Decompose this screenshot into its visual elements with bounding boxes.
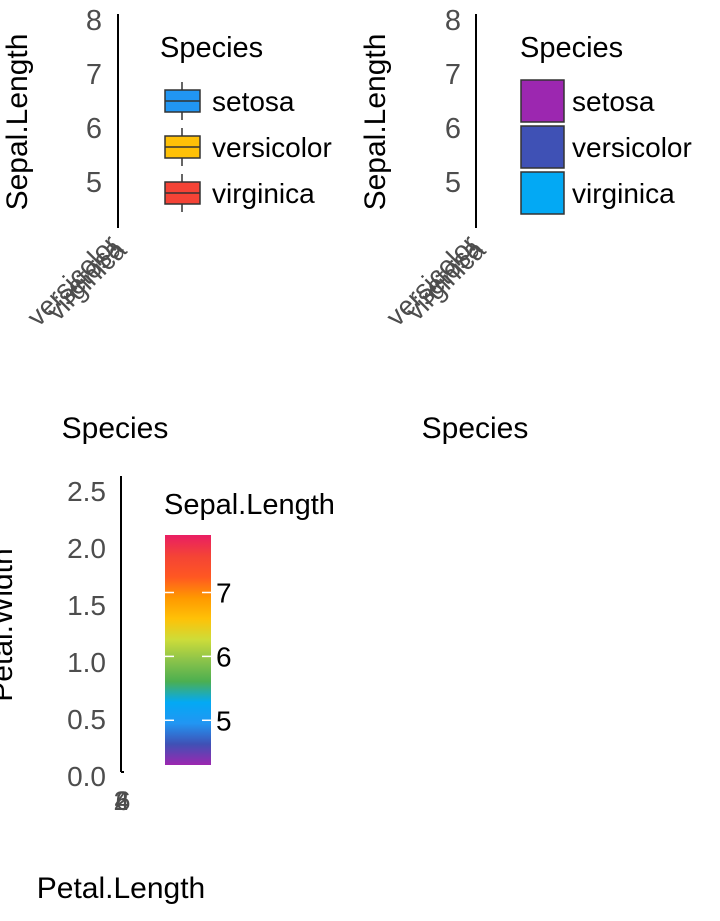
legend-key-box bbox=[520, 171, 565, 215]
y-tick-label: 0.5 bbox=[67, 704, 106, 735]
y-tick-label: 1.0 bbox=[67, 647, 106, 678]
y-tick-label: 5 bbox=[86, 167, 102, 199]
legend-species-bar: Species setosa versicolor virginica bbox=[520, 32, 692, 215]
legend-label: versicolor bbox=[572, 132, 692, 163]
y-tick-label: 6 bbox=[445, 113, 461, 145]
y-tick-label: 8 bbox=[86, 5, 102, 37]
legend-title: Species bbox=[520, 32, 623, 64]
legend-key-setosa: setosa bbox=[164, 82, 295, 120]
legend-key-box bbox=[520, 125, 565, 169]
legend-key-versicolor: versicolor bbox=[520, 125, 692, 169]
x-tick-labels: 2 4 6 bbox=[113, 786, 130, 816]
x-axis-title: Petal.Length bbox=[37, 872, 205, 905]
legend-key-box bbox=[520, 79, 565, 123]
x-tick-label: 2 bbox=[113, 786, 128, 816]
legend-key-virginica: virginica bbox=[164, 174, 315, 212]
colorbar-title: Sepal.Length bbox=[164, 489, 335, 521]
legend-key-versicolor: versicolor bbox=[164, 128, 332, 166]
colorbar-tick-label: 6 bbox=[216, 641, 232, 672]
y-axis-title: Sepal.Length bbox=[1, 34, 34, 211]
y-tick-label: 2.0 bbox=[67, 533, 106, 564]
y-tick-label: 8 bbox=[445, 5, 461, 37]
panel-boxplot: Sepal.Length 5 6 7 8 setosa versicolor v… bbox=[1, 5, 332, 445]
x-axis-title: Species bbox=[62, 412, 169, 445]
legend-label: virginica bbox=[572, 178, 675, 209]
x-tick-label: 4 bbox=[114, 786, 129, 816]
y-tick-label: 7 bbox=[445, 59, 461, 91]
y-tick-label: 7 bbox=[86, 59, 102, 91]
x-tick-labels: setosa versicolor virginica bbox=[21, 229, 133, 332]
x-tick-label: 6 bbox=[115, 786, 130, 816]
legend-title: Species bbox=[160, 32, 263, 64]
y-axis-title: Sepal.Length bbox=[359, 34, 392, 211]
colorbar-legend: Sepal.Length 5 6 7 bbox=[164, 489, 335, 765]
y-axis-title: Petal.Width bbox=[0, 548, 19, 701]
legend-label: virginica bbox=[212, 178, 315, 209]
y-tick-label: 6 bbox=[86, 113, 102, 145]
y-tick-label: 0.0 bbox=[67, 761, 106, 792]
y-tick-labels: 0.0 0.5 1.0 1.5 2.0 2.5 bbox=[67, 476, 106, 792]
legend-key-setosa: setosa bbox=[520, 79, 655, 123]
legend-label: setosa bbox=[572, 86, 655, 117]
colorbar-gradient bbox=[165, 535, 211, 765]
legend-species-boxplot: Species setosa versicolor virginica bbox=[160, 32, 332, 212]
colorbar-tick-label: 5 bbox=[216, 705, 232, 736]
x-axis-title: Species bbox=[422, 412, 529, 445]
colorbar-tick-label: 7 bbox=[216, 578, 232, 609]
legend-label: setosa bbox=[212, 86, 295, 117]
x-tick-labels: setosa versicolor virginica bbox=[380, 229, 492, 332]
colorbar-ticks: 5 6 7 bbox=[165, 578, 232, 736]
y-tick-label: 1.5 bbox=[67, 590, 106, 621]
y-tick-labels: 5 6 7 8 bbox=[445, 5, 461, 199]
y-tick-label: 2.5 bbox=[67, 476, 106, 507]
panel-scatter: Petal.Width 0.0 0.5 1.0 1.5 2.0 2.5 2 4 … bbox=[0, 476, 335, 905]
legend-label: versicolor bbox=[212, 132, 332, 163]
y-tick-labels: 5 6 7 8 bbox=[86, 5, 102, 199]
y-tick-label: 5 bbox=[445, 167, 461, 199]
panel-bar: Sepal.Length 5 6 7 8 setosa versicolor v… bbox=[359, 5, 692, 445]
legend-key-virginica: virginica bbox=[520, 171, 675, 215]
